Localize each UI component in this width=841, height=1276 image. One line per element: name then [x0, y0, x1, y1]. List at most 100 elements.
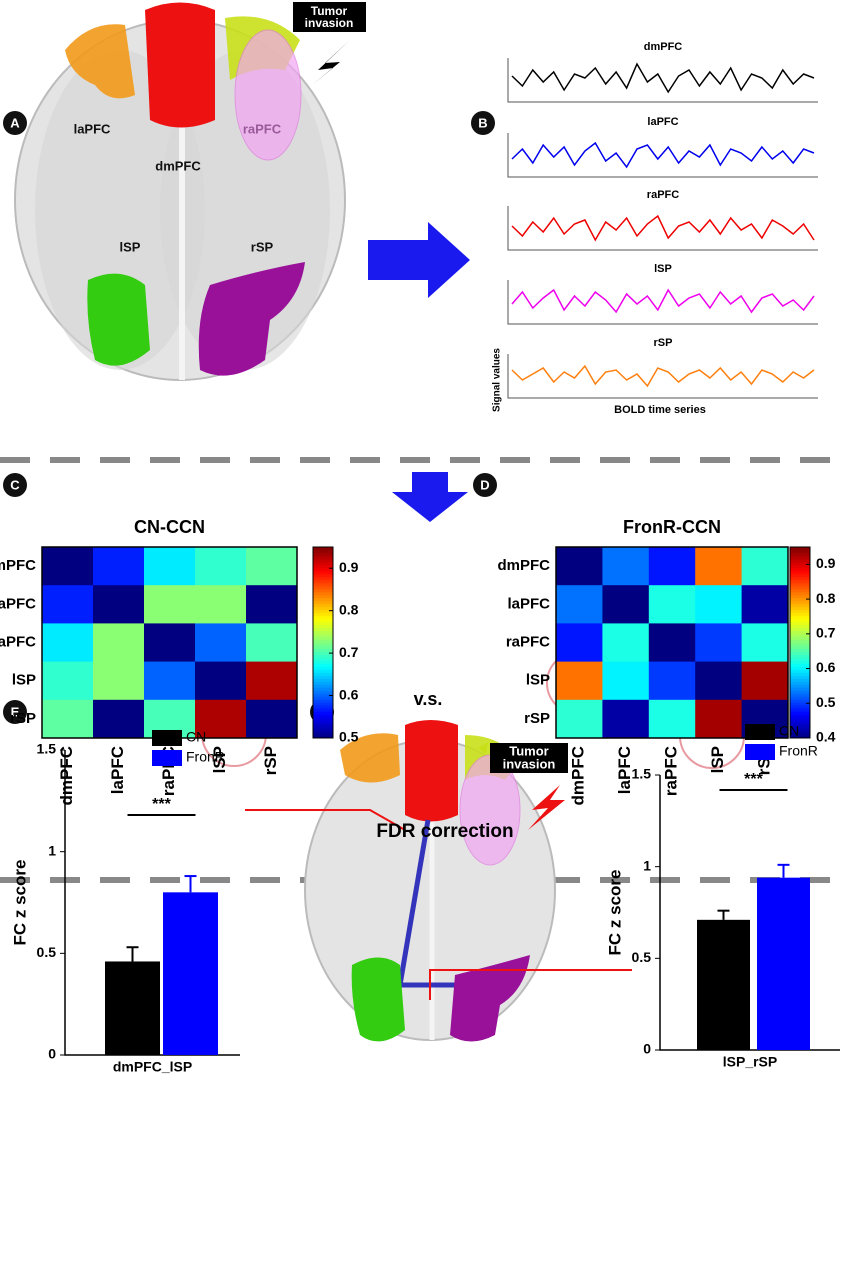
- colorbar-step: [313, 588, 333, 593]
- callout: invasion: [305, 16, 354, 30]
- colorbar-step: [313, 567, 333, 572]
- correction-label: FDR correction: [376, 821, 513, 842]
- heatmap-cell: [741, 661, 789, 701]
- heatmap-cell: [246, 699, 298, 739]
- colorbar-step: [313, 582, 333, 587]
- heatmap-cell: [602, 699, 650, 739]
- row-label: laPFC: [507, 595, 550, 612]
- column-label: rSP: [261, 746, 280, 775]
- colorbar-step: [313, 642, 333, 646]
- heatmap-cell: [648, 623, 696, 663]
- colorbar-step: [313, 564, 333, 569]
- colorbar-step: [790, 699, 810, 703]
- colorbar-step: [313, 696, 333, 700]
- series-line: [511, 141, 815, 169]
- colorbar-step: [313, 570, 333, 575]
- colorbar-step: [313, 705, 333, 709]
- region-label: lSP: [120, 239, 141, 254]
- colorbar-step: [790, 711, 810, 715]
- heatmap-cell: [556, 585, 603, 624]
- colorbar-step: [790, 636, 810, 641]
- heatmap-cell: [648, 661, 696, 701]
- colorbar-step: [790, 651, 810, 655]
- y-tick-label: 0: [48, 1046, 56, 1062]
- colorbar-step: [313, 612, 333, 617]
- colorbar-step: [790, 579, 810, 584]
- colorbar-step: [790, 729, 810, 733]
- heatmap-cell: [93, 623, 145, 663]
- colorbar-step: [313, 732, 333, 736]
- colorbar-step: [790, 696, 810, 700]
- row-label: laPFC: [0, 595, 36, 612]
- colorbar-step: [313, 600, 333, 605]
- row-label: lSP: [526, 672, 550, 689]
- y-axis-label: FC z score: [10, 860, 29, 946]
- axis: [507, 354, 818, 399]
- colorbar-step: [313, 591, 333, 596]
- colorbar-step: [790, 591, 810, 596]
- brain-f: [304, 720, 568, 1042]
- series-line: [511, 62, 815, 94]
- series-title: laPFC: [647, 116, 678, 128]
- column-label: lSP: [708, 746, 727, 773]
- series-title: rSP: [654, 337, 673, 349]
- colorbar-step: [790, 609, 810, 614]
- series-line: [511, 364, 815, 388]
- column-label: lSP: [210, 746, 229, 773]
- callout: Tumor: [311, 4, 348, 18]
- column-label: dmPFC: [57, 746, 76, 806]
- heatmap-cell: [195, 547, 247, 586]
- colorbar-step: [790, 615, 810, 620]
- colorbar-step: [313, 735, 333, 739]
- colorbar-tick-label: 0.8: [816, 590, 836, 606]
- colorbar-step: [790, 549, 810, 554]
- colorbar-step: [790, 633, 810, 638]
- heatmap-cell: [246, 585, 298, 624]
- significance-label: ***: [744, 771, 763, 788]
- panel-badge: [471, 111, 495, 135]
- colorbar-step: [790, 624, 810, 629]
- legend-swatch: [152, 750, 182, 766]
- heatmap-cell: [602, 585, 650, 624]
- colorbar-step: [313, 627, 333, 632]
- colorbar-step: [313, 561, 333, 566]
- colorbar-step: [790, 657, 810, 661]
- colorbar-step: [790, 702, 810, 706]
- panel-label: B: [478, 115, 487, 130]
- colorbar-step: [790, 567, 810, 572]
- colorbar-step: [790, 612, 810, 617]
- colorbar-step: [313, 714, 333, 718]
- colorbar-step: [790, 723, 810, 727]
- colorbar-step: [313, 657, 333, 661]
- colorbar-frame: [789, 546, 811, 739]
- panel-badge: [473, 473, 497, 497]
- colorbar-step: [313, 552, 333, 557]
- series-title: lSP: [654, 263, 672, 275]
- axis: [507, 206, 818, 251]
- heatmap-cell: [695, 661, 743, 701]
- colorbar-step: [313, 687, 333, 691]
- axis: [507, 58, 818, 103]
- heatmap-cell: [741, 585, 789, 624]
- colorbar-step: [790, 714, 810, 718]
- region-label: dmPFC: [155, 158, 201, 173]
- colorbar-step: [313, 636, 333, 641]
- row-label: raPFC: [506, 633, 550, 650]
- heatmap-cell: [556, 547, 603, 586]
- colorbar-step: [790, 663, 810, 667]
- colorbar-step: [313, 573, 333, 578]
- colorbar-step: [790, 720, 810, 724]
- heatmap-cell: [695, 623, 743, 663]
- colorbar-step: [790, 732, 810, 736]
- colorbar-step: [313, 639, 333, 643]
- colorbar-step: [313, 729, 333, 733]
- colorbar-step: [790, 672, 810, 676]
- axis: [507, 133, 818, 178]
- colorbar-step: [790, 597, 810, 602]
- colorbar-step: [313, 654, 333, 658]
- colorbar-step: [313, 675, 333, 679]
- x-tick-label: dmPFC_lSP: [113, 1059, 192, 1075]
- brain-a: [14, 2, 366, 381]
- column-label: raPFC: [661, 746, 680, 796]
- heatmap-cell: [42, 661, 94, 701]
